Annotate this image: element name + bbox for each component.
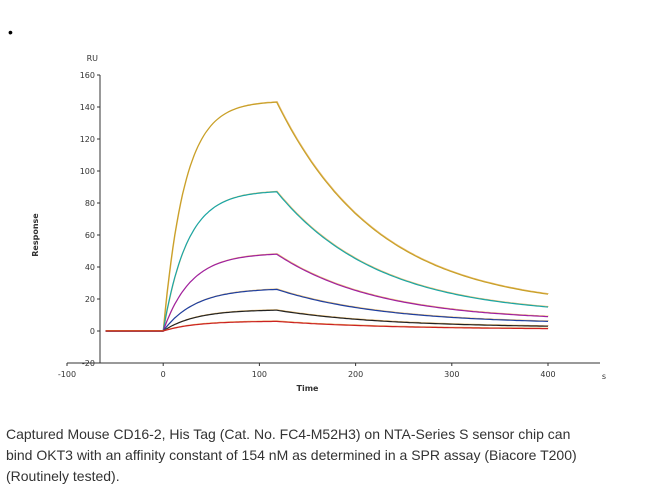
sensorgram-curve-5 — [105, 309, 548, 332]
sensorgram-curve-1 — [105, 101, 549, 332]
y-axis-unit: RU — [87, 54, 99, 63]
caption-line-3: (Routinely tested). — [6, 468, 120, 484]
x-tick-label: 0 — [161, 370, 166, 379]
y-tick-label: -20 — [82, 359, 95, 368]
x-tick-label: 200 — [348, 370, 363, 379]
sensorgram-curve-4 — [105, 288, 549, 332]
y-tick-label: 40 — [85, 263, 95, 272]
x-tick-label: -100 — [58, 370, 76, 379]
y-tick-label: 0 — [90, 327, 95, 336]
chart-axes — [66, 74, 600, 366]
y-axis-title: Response — [31, 213, 40, 257]
caption-line-1: Captured Mouse CD16-2, His Tag (Cat. No.… — [6, 426, 571, 442]
x-tick-label: 400 — [540, 370, 555, 379]
y-tick-label: 60 — [85, 231, 95, 240]
sensorgram-chart: -20 0 20 40 60 80 100 120 140 160 -100 0 100 200 300 40… — [31, 54, 606, 393]
x-tick-label: 100 — [252, 370, 267, 379]
caption-line-2: bind OKT3 with an affinity constant of 1… — [6, 447, 577, 463]
chart-labels: -20 0 20 40 60 80 100 120 140 160 -100 0 100 200 300 40… — [31, 54, 606, 393]
fit-curve-1 — [106, 101, 549, 331]
x-tick-label: 300 — [444, 370, 459, 379]
figure-caption: Captured Mouse CD16-2, His Tag (Cat. No.… — [6, 424, 646, 487]
x-axis-title: Time — [297, 384, 320, 393]
sensorgram-curve-6 — [105, 320, 548, 332]
chart-curves — [105, 101, 549, 332]
bullet-marker: • — [8, 24, 13, 40]
y-tick-label: 120 — [80, 135, 95, 144]
sensorgram-curve-2 — [105, 191, 549, 332]
y-tick-label: 140 — [80, 103, 95, 112]
y-tick-label: 20 — [85, 295, 95, 304]
y-tick-label: 160 — [80, 71, 95, 80]
sensorgram-curve-3 — [105, 253, 549, 332]
x-axis-unit: s — [602, 372, 606, 381]
y-tick-label: 100 — [80, 167, 95, 176]
y-tick-label: 80 — [85, 199, 95, 208]
